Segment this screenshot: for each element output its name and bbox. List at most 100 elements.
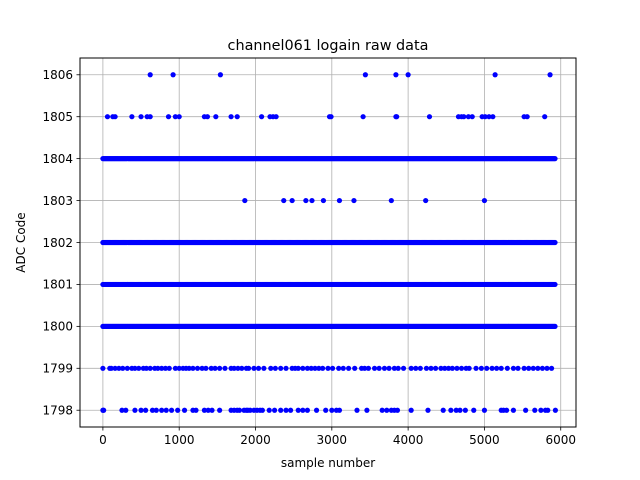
data-point	[552, 239, 558, 246]
data-point	[481, 407, 488, 413]
data-point	[526, 365, 532, 371]
data-point	[217, 72, 224, 78]
y-tick-label: 1805	[42, 110, 73, 124]
data-point	[371, 365, 378, 371]
data-point	[454, 365, 460, 371]
data-point	[281, 197, 287, 204]
data-point	[400, 365, 407, 371]
data-point	[539, 365, 546, 371]
data-point	[423, 197, 429, 204]
data-point	[532, 407, 538, 413]
data-point	[175, 407, 181, 413]
y-tick-label: 1803	[42, 194, 73, 208]
data-point	[316, 365, 322, 371]
data-point	[320, 365, 326, 371]
y-tick-label: 1802	[42, 236, 73, 250]
data-point	[379, 407, 385, 413]
data-point	[552, 323, 558, 329]
data-point	[428, 365, 434, 371]
data-point	[272, 365, 278, 371]
data-point	[295, 407, 301, 413]
data-point	[283, 407, 289, 413]
data-point	[354, 407, 360, 413]
data-point	[552, 407, 558, 413]
data-point	[484, 365, 490, 371]
y-tick-label: 1799	[42, 362, 73, 376]
data-point	[362, 365, 368, 371]
data-point	[448, 407, 454, 413]
data-point	[138, 407, 144, 413]
data-point	[153, 407, 159, 413]
data-point	[481, 197, 488, 204]
data-point	[388, 197, 394, 204]
data-point	[129, 114, 135, 120]
data-point	[325, 365, 331, 371]
data-point	[168, 407, 175, 413]
data-point	[170, 72, 176, 78]
data-point	[222, 365, 228, 371]
data-point	[199, 365, 205, 371]
data-point	[176, 365, 182, 371]
data-point	[101, 407, 107, 413]
data-point	[147, 114, 153, 120]
data-point	[234, 114, 240, 120]
data-point	[138, 114, 144, 120]
data-point	[143, 365, 149, 371]
data-point	[203, 365, 209, 371]
data-point	[545, 407, 551, 413]
data-point	[166, 365, 172, 371]
data-point	[120, 365, 126, 371]
data-point	[283, 365, 289, 371]
data-point	[300, 365, 306, 371]
data-point	[504, 365, 510, 371]
data-point	[162, 365, 169, 371]
data-point	[176, 114, 182, 120]
y-tick-label: 1798	[42, 404, 73, 418]
data-point	[132, 407, 138, 413]
data-point	[295, 365, 301, 371]
data-point	[217, 407, 223, 413]
data-point	[100, 365, 106, 371]
data-point	[212, 365, 218, 371]
data-point	[313, 407, 320, 413]
data-point	[360, 114, 366, 120]
data-point	[278, 407, 284, 413]
data-point	[510, 365, 517, 371]
data-point	[255, 365, 262, 371]
data-point	[136, 365, 142, 371]
data-point	[304, 407, 310, 413]
data-point	[328, 114, 334, 120]
x-tick-label: 5000	[469, 433, 500, 447]
data-point	[204, 114, 211, 120]
data-point	[147, 72, 153, 78]
data-point	[408, 365, 414, 371]
data-point	[423, 365, 430, 371]
data-point	[143, 407, 149, 413]
data-point	[352, 365, 358, 371]
data-point	[259, 114, 265, 120]
data-point	[413, 365, 419, 371]
data-point	[336, 197, 343, 204]
data-point	[303, 197, 309, 204]
data-point	[395, 365, 401, 371]
data-point	[247, 407, 253, 413]
data-point	[426, 114, 433, 120]
data-point	[336, 365, 342, 371]
data-point	[119, 407, 125, 413]
data-point	[544, 365, 550, 371]
data-point	[432, 365, 439, 371]
y-axis-label: ADC Code	[14, 212, 28, 272]
data-point	[440, 407, 446, 413]
data-point	[408, 407, 414, 413]
data-point	[132, 365, 138, 371]
data-point	[524, 114, 530, 120]
data-point	[457, 407, 463, 413]
data-point	[123, 407, 129, 413]
data-point	[155, 365, 161, 371]
data-point	[542, 114, 548, 120]
data-point	[336, 407, 343, 413]
data-point	[442, 365, 448, 371]
data-point	[251, 365, 257, 371]
y-tick-label: 1800	[42, 320, 73, 334]
